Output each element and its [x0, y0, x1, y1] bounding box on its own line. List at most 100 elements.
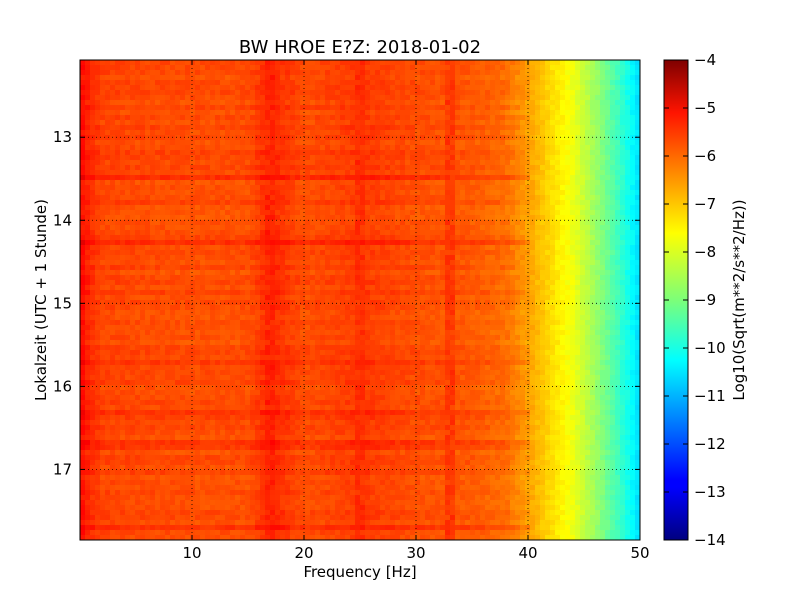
heatmap-cell	[235, 115, 241, 121]
heatmap-cell	[175, 230, 181, 236]
heatmap-cell	[295, 255, 301, 261]
heatmap-cell	[345, 235, 351, 241]
heatmap-cell	[250, 160, 256, 166]
heatmap-cell	[490, 70, 496, 76]
heatmap-cell	[515, 65, 521, 71]
heatmap-cell	[235, 255, 241, 261]
heatmap-cell	[595, 110, 601, 116]
heatmap-cell	[130, 160, 136, 166]
heatmap-cell	[480, 170, 486, 176]
heatmap-cell	[475, 95, 481, 101]
heatmap-cell	[310, 165, 316, 171]
heatmap-cell	[510, 95, 516, 101]
heatmap-cell	[360, 140, 366, 146]
heatmap-cell	[255, 195, 261, 201]
heatmap-cell	[415, 255, 421, 261]
heatmap-cell	[615, 270, 621, 276]
heatmap-cell	[340, 80, 346, 86]
heatmap-cell	[540, 150, 546, 156]
heatmap-cell	[495, 235, 501, 241]
heatmap-cell	[625, 270, 631, 276]
heatmap-cell	[345, 265, 351, 271]
heatmap-cell	[320, 105, 326, 111]
heatmap-cell	[145, 125, 151, 131]
heatmap-cell	[235, 105, 241, 111]
heatmap-cell	[590, 250, 596, 256]
heatmap-cell	[160, 260, 166, 266]
heatmap-cell	[575, 210, 581, 216]
heatmap-cell	[315, 160, 321, 166]
heatmap-cell	[435, 130, 441, 136]
heatmap-cell	[480, 195, 486, 201]
heatmap-cell	[140, 225, 146, 231]
heatmap-cell	[380, 270, 386, 276]
heatmap-cell	[615, 215, 621, 221]
heatmap-cell	[460, 265, 466, 271]
heatmap-cell	[515, 70, 521, 76]
heatmap-cell	[195, 150, 201, 156]
heatmap-cell	[630, 265, 636, 271]
heatmap-cell	[380, 125, 386, 131]
heatmap-cell	[570, 235, 576, 241]
heatmap-cell	[305, 140, 311, 146]
heatmap-cell	[245, 200, 251, 206]
heatmap-cell	[405, 215, 411, 221]
heatmap-cell	[540, 125, 546, 131]
heatmap-cell	[295, 195, 301, 201]
heatmap-cell	[555, 75, 561, 81]
heatmap-cell	[335, 240, 341, 246]
heatmap-cell	[320, 205, 326, 211]
heatmap-cell	[465, 105, 471, 111]
heatmap-cell	[455, 90, 461, 96]
heatmap-cell	[150, 260, 156, 266]
heatmap-cell	[355, 200, 361, 206]
heatmap-cell	[590, 170, 596, 176]
heatmap-cell	[230, 235, 236, 241]
heatmap-cell	[255, 120, 261, 126]
heatmap-cell	[530, 125, 536, 131]
heatmap-cell	[280, 190, 286, 196]
heatmap-cell	[370, 105, 376, 111]
heatmap-cell	[285, 90, 291, 96]
heatmap-cell	[495, 140, 501, 146]
heatmap-cell	[310, 105, 316, 111]
heatmap-cell	[110, 70, 116, 76]
heatmap-cell	[345, 135, 351, 141]
heatmap-cell	[370, 140, 376, 146]
heatmap-cell	[435, 255, 441, 261]
heatmap-cell	[535, 170, 541, 176]
heatmap-cell	[420, 260, 426, 266]
heatmap-cell	[140, 210, 146, 216]
heatmap-cell	[435, 65, 441, 71]
heatmap-cell	[95, 180, 101, 186]
heatmap-cell	[85, 280, 91, 286]
heatmap-cell	[260, 75, 266, 81]
heatmap-cell	[590, 230, 596, 236]
heatmap-cell	[505, 95, 511, 101]
heatmap-cell	[330, 150, 336, 156]
heatmap-cell	[450, 205, 456, 211]
heatmap-cell	[510, 220, 516, 226]
heatmap-cell	[520, 115, 526, 121]
heatmap-cell	[560, 185, 566, 191]
heatmap-cell	[595, 140, 601, 146]
heatmap-cell	[155, 255, 161, 261]
heatmap-cell	[615, 135, 621, 141]
heatmap-cell	[620, 85, 626, 91]
heatmap-cell	[515, 240, 521, 246]
heatmap-cell	[580, 255, 586, 261]
heatmap-cell	[520, 65, 526, 71]
heatmap-cell	[155, 270, 161, 276]
heatmap-cell	[90, 175, 96, 181]
heatmap-cell	[595, 225, 601, 231]
heatmap-cell	[320, 180, 326, 186]
heatmap-cell	[430, 150, 436, 156]
heatmap-cell	[200, 115, 206, 121]
heatmap-cell	[570, 270, 576, 276]
heatmap-cell	[190, 195, 196, 201]
heatmap-cell	[385, 70, 391, 76]
heatmap-cell	[540, 175, 546, 181]
heatmap-cell	[605, 70, 611, 76]
heatmap-cell	[260, 165, 266, 171]
heatmap-cell	[85, 205, 91, 211]
